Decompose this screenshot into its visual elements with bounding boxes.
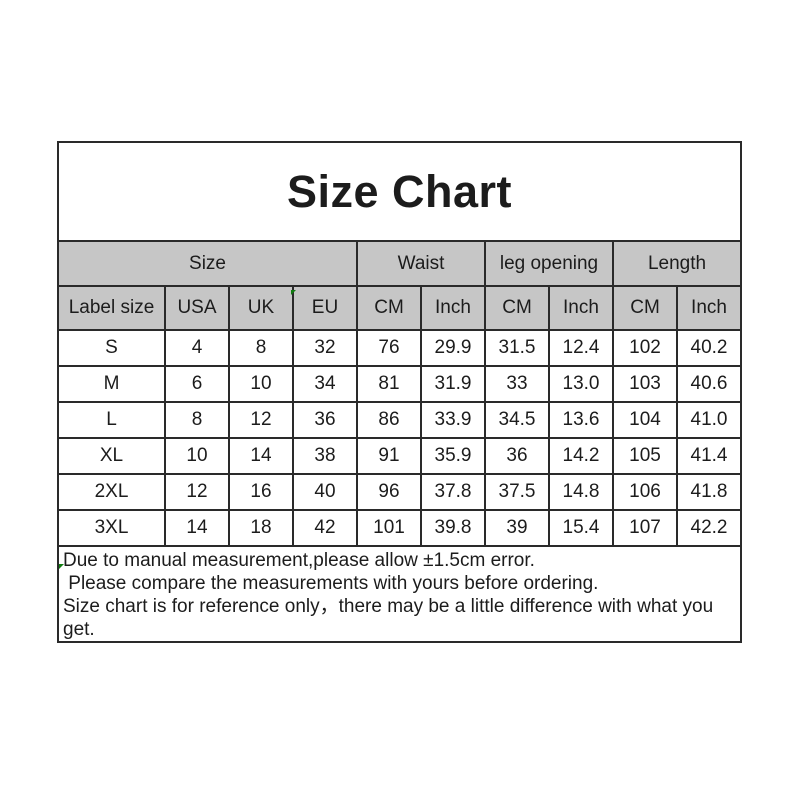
table-cell: 10 [228,365,294,403]
table-cell: 102 [612,329,678,367]
table-cell: 31.9 [420,365,486,403]
notes-row: Due to manual measurement,please allow ±… [56,545,743,643]
table-cell: 38 [292,437,358,475]
table-cell: 6 [164,365,230,403]
col-header-waist-inch: Inch [420,285,486,331]
row-label: 3XL [57,509,166,547]
table-cell: 14.2 [548,437,614,475]
table-row-2xl: 2XL 12 16 40 96 37.8 37.5 14.8 106 41.8 [57,473,743,511]
table-cell: 4 [164,329,230,367]
table-cell: 107 [612,509,678,547]
note-measurement-error: Due to manual measurement,please allow ±… [63,550,535,571]
table-cell: 35.9 [420,437,486,475]
table-row-s: S 4 8 32 76 29.9 31.5 12.4 102 40.2 [57,329,743,367]
table-cell: 10 [164,437,230,475]
table-cell: 42 [292,509,358,547]
table-cell: 32 [292,329,358,367]
table-cell: 41.4 [675,437,743,475]
group-header-leg-opening: leg opening [484,240,614,287]
table-row-xl: XL 10 14 38 91 35.9 36 14.2 105 41.4 [57,437,743,475]
table-cell: 14 [164,509,230,547]
note-compare-measurements: Please compare the measurements with you… [63,573,599,594]
table-cell: 104 [612,401,678,439]
table-cell: 12 [228,401,294,439]
table-cell: 34.5 [484,401,550,439]
table-cell: 39 [484,509,550,547]
table-cell: 40.6 [675,365,743,403]
table-cell: 33 [484,365,550,403]
table-cell: 42.2 [675,509,743,547]
table-cell: 105 [612,437,678,475]
table-cell: 36 [292,401,358,439]
table-cell: 34 [292,365,358,403]
col-header-length-cm: CM [612,285,678,331]
table-cell: 29.9 [420,329,486,367]
col-header-usa: USA [164,285,230,331]
row-label: S [57,329,166,367]
cell-corner-marker-icon [59,564,64,569]
table-cell: 41.8 [675,473,743,511]
table-cell: 8 [164,401,230,439]
table-cell: 101 [356,509,422,547]
table-cell: 40.2 [675,329,743,367]
table-cell: 14.8 [548,473,614,511]
group-header-waist: Waist [356,240,486,287]
col-header-eu: EU [292,285,358,331]
col-header-leg-cm: CM [484,285,550,331]
col-header-label-size: Label size [57,285,166,331]
cell-corner-marker-icon [291,290,296,295]
table-cell: 13.6 [548,401,614,439]
row-label: L [57,401,166,439]
group-header-row: Size Waist leg opening Length [57,240,743,287]
table-cell: 8 [228,329,294,367]
col-header-uk: UK [228,285,294,331]
table-cell: 81 [356,365,422,403]
group-header-length: Length [611,240,743,287]
table-cell: 103 [612,365,678,403]
table-cell: 39.8 [420,509,486,547]
col-header-length-inch: Inch [675,285,743,331]
column-header-row: Label size USA UK EU CM Inch CM Inch CM … [57,285,743,331]
notes-cell: Due to manual measurement,please allow ±… [56,545,743,643]
table-cell: 13.0 [548,365,614,403]
group-header-size: Size [57,240,358,287]
table-cell: 31.5 [484,329,550,367]
col-header-waist-cm: CM [356,285,422,331]
table-cell: 15.4 [548,509,614,547]
table-cell: 36 [484,437,550,475]
table-cell: 40 [292,473,358,511]
page-title: Size Chart [56,141,743,242]
table-row-m: M 6 10 34 81 31.9 33 13.0 103 40.6 [57,365,743,403]
table-cell: 91 [356,437,422,475]
table-cell: 106 [612,473,678,511]
table-cell: 18 [228,509,294,547]
table-row-3xl: 3XL 14 18 42 101 39.8 39 15.4 107 42.2 [57,509,743,547]
row-label: 2XL [57,473,166,511]
table-cell: 86 [356,401,422,439]
title-row: Size Chart [56,141,743,242]
table-cell: 37.8 [420,473,486,511]
table-cell: 76 [356,329,422,367]
row-label: M [57,365,166,403]
table-cell: 37.5 [484,473,550,511]
size-chart-table: Size Chart Size Waist leg opening Length… [56,141,743,643]
table-cell: 12.4 [548,329,614,367]
table-cell: 41.0 [675,401,743,439]
table-row-l: L 8 12 36 86 33.9 34.5 13.6 104 41.0 [57,401,743,439]
note-reference-only: Size chart is for reference only，there m… [63,596,719,640]
table-cell: 12 [164,473,230,511]
col-header-leg-inch: Inch [548,285,614,331]
row-label: XL [57,437,166,475]
table-cell: 96 [356,473,422,511]
table-cell: 14 [228,437,294,475]
table-cell: 16 [228,473,294,511]
table-cell: 33.9 [420,401,486,439]
